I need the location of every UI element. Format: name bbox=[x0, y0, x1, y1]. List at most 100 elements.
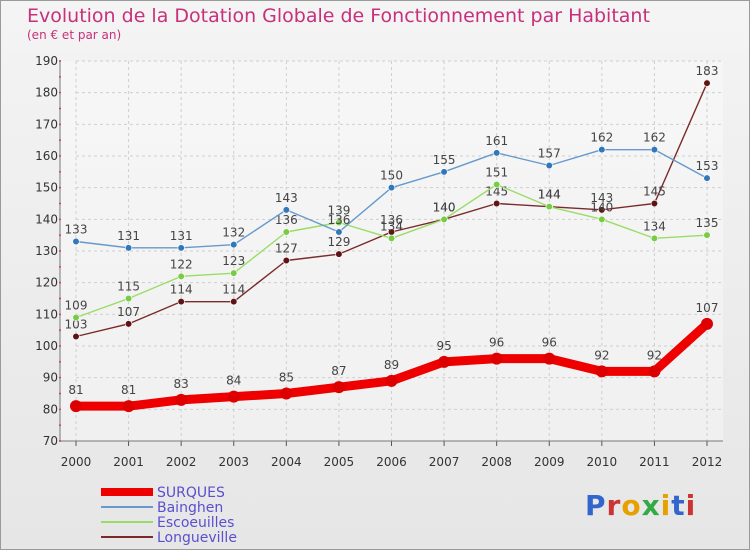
data-label-bainghen: 155 bbox=[433, 153, 456, 167]
y-minor-tick bbox=[59, 75, 61, 78]
y-tick-label: 110 bbox=[35, 307, 58, 321]
x-tick-label: 2011 bbox=[639, 455, 670, 469]
data-label-escoeuilles: 123 bbox=[222, 254, 245, 268]
y-tick-label: 130 bbox=[35, 244, 58, 258]
data-point-bainghen bbox=[493, 149, 501, 157]
x-tick-label: 2002 bbox=[166, 455, 197, 469]
y-minor-tick bbox=[59, 186, 61, 189]
y-minor-tick bbox=[59, 313, 61, 316]
y-minor-tick bbox=[59, 218, 61, 221]
y-minor-tick bbox=[59, 345, 61, 347]
data-point-bainghen bbox=[282, 206, 290, 214]
data-label-longueville: 127 bbox=[275, 242, 298, 256]
y-minor-tick bbox=[59, 155, 61, 157]
data-point-longueville bbox=[493, 199, 501, 208]
data-label-bainghen: 131 bbox=[117, 229, 140, 243]
data-label-escoeuilles: 109 bbox=[65, 299, 88, 313]
x-tick-label: 2003 bbox=[218, 455, 249, 469]
logo-letter: i bbox=[685, 489, 697, 522]
data-label-surques: 96 bbox=[489, 336, 504, 350]
y-minor-tick bbox=[59, 376, 61, 379]
data-point-bainghen bbox=[72, 237, 80, 246]
data-point-longueville bbox=[598, 206, 606, 214]
x-tick-label: 2000 bbox=[61, 455, 92, 469]
y-tick-label: 90 bbox=[43, 371, 58, 385]
y-tick-label: 120 bbox=[35, 276, 58, 290]
data-point-surques bbox=[438, 355, 451, 368]
data-label-longueville: 140 bbox=[433, 200, 456, 214]
y-minor-tick bbox=[59, 281, 61, 284]
data-label-escoeuilles: 134 bbox=[380, 219, 403, 233]
data-label-surques: 92 bbox=[647, 348, 662, 362]
data-label-escoeuilles: 140 bbox=[590, 200, 613, 214]
data-point-escoeuilles bbox=[124, 294, 133, 303]
logo-letter: x bbox=[641, 489, 661, 522]
data-label-escoeuilles: 140 bbox=[433, 200, 456, 214]
y-minor-tick bbox=[59, 392, 61, 395]
data-point-escoeuilles bbox=[177, 272, 185, 280]
data-label-escoeuilles: 151 bbox=[485, 166, 508, 180]
data-point-escoeuilles bbox=[493, 180, 501, 189]
data-point-surques bbox=[122, 400, 135, 413]
data-label-surques: 107 bbox=[696, 301, 719, 315]
data-point-surques bbox=[70, 400, 82, 413]
data-point-escoeuilles bbox=[598, 215, 606, 223]
data-label-longueville: 114 bbox=[170, 283, 193, 297]
y-minor-tick bbox=[59, 360, 61, 363]
data-point-surques bbox=[701, 317, 713, 330]
x-tick-label: 2001 bbox=[113, 455, 144, 469]
data-label-bainghen: 150 bbox=[380, 169, 403, 183]
y-minor-tick bbox=[59, 60, 61, 62]
data-point-surques bbox=[280, 387, 293, 400]
y-minor-tick bbox=[59, 408, 61, 411]
data-label-escoeuilles: 115 bbox=[117, 280, 140, 294]
data-label-surques: 92 bbox=[594, 348, 609, 362]
logo-letter: t bbox=[671, 489, 686, 522]
data-label-bainghen: 162 bbox=[590, 131, 613, 145]
data-label-longueville: 145 bbox=[643, 185, 666, 199]
y-minor-tick bbox=[59, 234, 61, 237]
y-minor-tick bbox=[59, 440, 61, 442]
data-label-bainghen: 132 bbox=[222, 226, 245, 240]
data-label-escoeuilles: 134 bbox=[643, 219, 666, 233]
legend-label-bainghen: Bainghen bbox=[157, 500, 223, 516]
data-label-longueville: 143 bbox=[590, 191, 613, 205]
x-tick-label: 2007 bbox=[429, 455, 460, 469]
data-point-bainghen bbox=[387, 184, 396, 192]
y-tick-label: 150 bbox=[35, 181, 58, 195]
data-label-bainghen: 136 bbox=[327, 213, 350, 227]
data-label-longueville: 136 bbox=[380, 213, 403, 227]
data-point-bainghen bbox=[650, 146, 659, 154]
data-label-longueville: 183 bbox=[696, 64, 719, 78]
data-point-surques bbox=[175, 393, 188, 406]
data-point-bainghen bbox=[335, 228, 343, 236]
x-tick-label: 2012 bbox=[692, 455, 723, 469]
data-label-bainghen: 143 bbox=[275, 191, 298, 205]
data-label-surques: 83 bbox=[174, 377, 189, 391]
y-tick-label: 190 bbox=[35, 54, 58, 68]
data-label-escoeuilles: 135 bbox=[696, 216, 719, 230]
chart-title: Evolution de la Dotation Globale de Fonc… bbox=[27, 5, 650, 27]
data-point-escoeuilles bbox=[387, 234, 396, 242]
data-label-longueville: 107 bbox=[117, 305, 140, 319]
data-label-bainghen: 131 bbox=[170, 229, 193, 243]
data-point-longueville bbox=[230, 298, 238, 306]
logo-letter: o bbox=[621, 489, 642, 522]
data-label-longueville: 144 bbox=[538, 188, 561, 202]
y-tick-label: 170 bbox=[35, 117, 58, 131]
y-minor-tick bbox=[59, 329, 61, 332]
data-label-escoeuilles: 122 bbox=[170, 257, 193, 271]
y-minor-tick bbox=[59, 91, 61, 94]
logo-letter: i bbox=[660, 489, 672, 522]
data-label-surques: 84 bbox=[226, 374, 241, 388]
data-point-longueville bbox=[72, 332, 80, 341]
data-point-surques bbox=[227, 390, 240, 403]
y-tick-label: 160 bbox=[35, 149, 58, 163]
data-point-bainghen bbox=[598, 146, 606, 154]
legend-label-escoeuilles: Escoeuilles bbox=[157, 515, 234, 531]
data-point-longueville bbox=[335, 250, 343, 258]
data-label-bainghen: 162 bbox=[643, 131, 666, 145]
data-label-bainghen: 153 bbox=[696, 159, 719, 173]
y-tick-label: 140 bbox=[35, 212, 58, 226]
